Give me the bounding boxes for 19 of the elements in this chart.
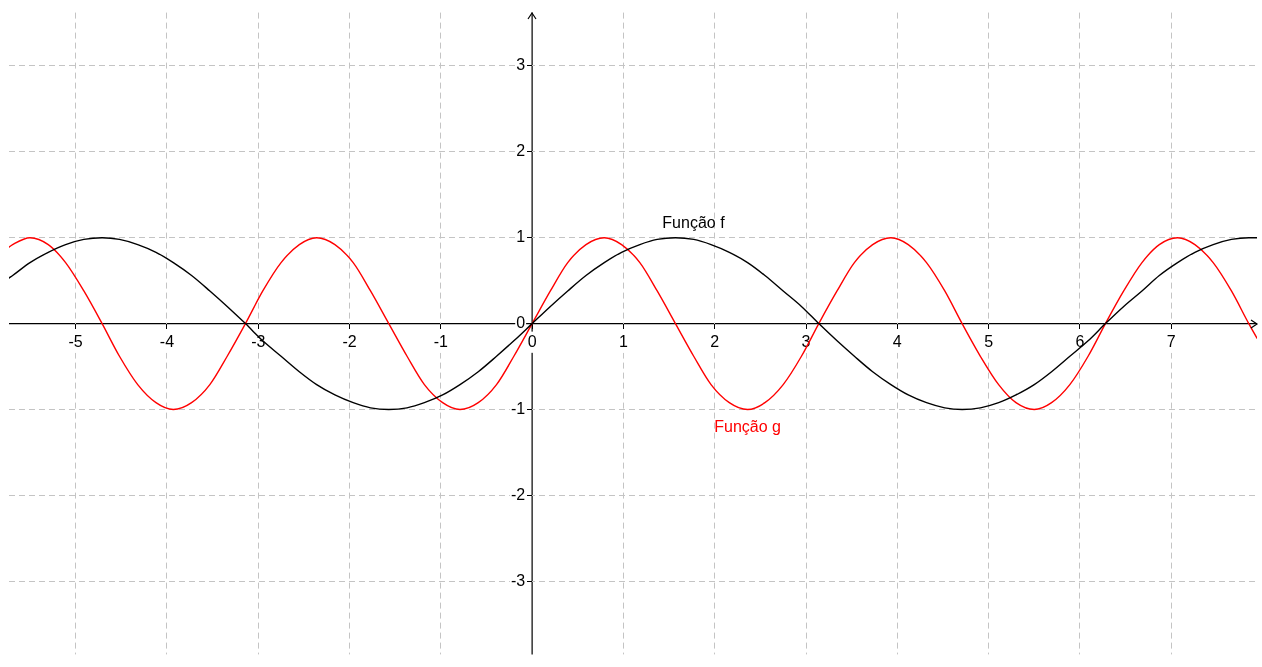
- x-tick-label: -1: [433, 332, 449, 350]
- x-tick-label: 0: [527, 332, 537, 350]
- y-tick-label: 2: [516, 142, 526, 160]
- x-tick-label: 4: [892, 332, 902, 350]
- series-label: Função f: [662, 214, 726, 232]
- x-tick-label: -4: [159, 332, 175, 350]
- x-tick-label: -2: [342, 332, 357, 350]
- x-tick-label: 2: [710, 332, 720, 350]
- series-label: Função g: [714, 417, 781, 435]
- x-tick-label: -5: [68, 332, 83, 350]
- y-tick-label: 1: [516, 228, 526, 246]
- y-tick-label: -3: [510, 571, 526, 589]
- y-tick-label: 0: [516, 314, 526, 332]
- x-tick-label: 1: [618, 332, 628, 350]
- x-tick-label: 5: [984, 332, 994, 350]
- y-tick-label: 3: [516, 56, 526, 74]
- y-tick-label: -2: [510, 485, 526, 503]
- y-tick-label: -1: [510, 399, 526, 417]
- x-tick-label: 7: [1166, 332, 1176, 350]
